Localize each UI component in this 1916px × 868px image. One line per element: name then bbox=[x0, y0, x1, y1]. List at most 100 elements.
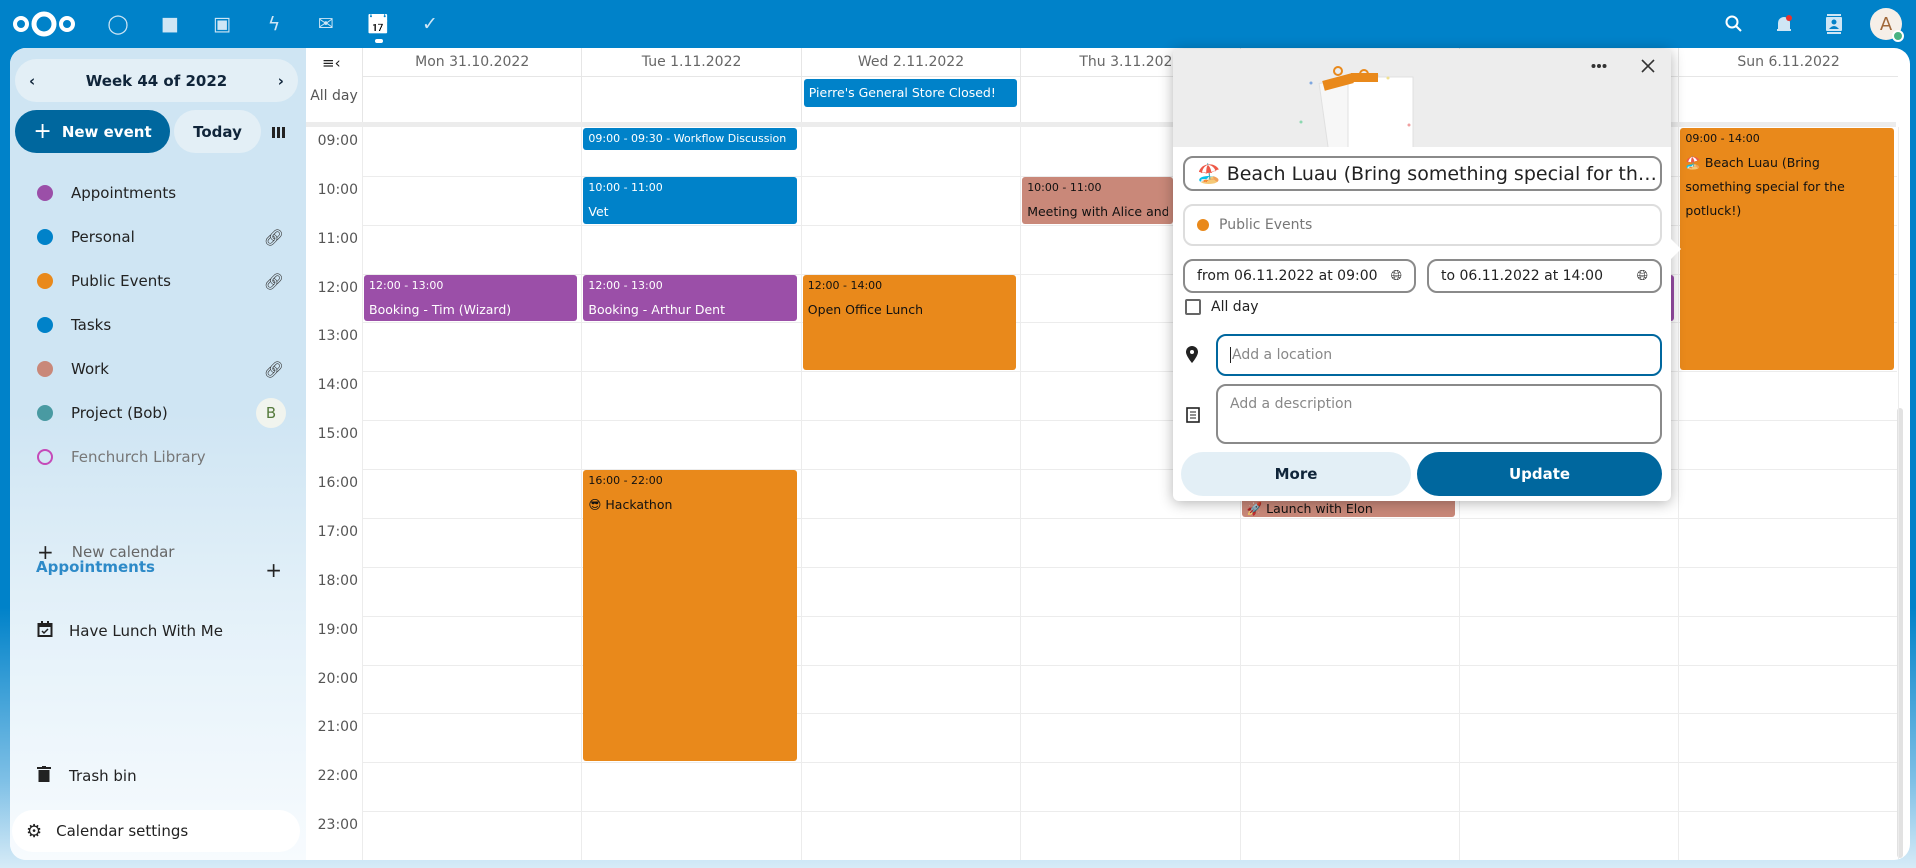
week-label[interactable]: Week 44 of 2022 bbox=[85, 71, 228, 90]
new-calendar-button[interactable]: + New calendar bbox=[26, 532, 294, 572]
calendar-event[interactable]: 10:00 - 11:00 Meeting with Alice and Bob bbox=[1022, 176, 1173, 224]
calendar-color-dot[interactable] bbox=[37, 317, 53, 333]
allday-cell[interactable] bbox=[581, 77, 800, 122]
calendar-color-dot[interactable] bbox=[37, 273, 53, 289]
vertical-scrollbar[interactable] bbox=[1897, 408, 1903, 858]
day-header[interactable]: Tue 1.11.2022 bbox=[581, 48, 801, 77]
calendar-event[interactable]: 10:00 - 11:00 Vet bbox=[583, 176, 797, 224]
calendar-item[interactable]: Appointments bbox=[26, 173, 294, 213]
description-input[interactable]: Add a description bbox=[1216, 384, 1662, 444]
location-input[interactable]: Add a location bbox=[1216, 334, 1662, 376]
app-tasks[interactable]: ✓ bbox=[404, 0, 456, 48]
day-header[interactable]: Sun 6.11.2022 bbox=[1678, 48, 1898, 77]
calendar-event[interactable]: 16:00 - 22:00 😎 Hackathon bbox=[583, 470, 797, 762]
calendar-settings-button[interactable]: ⚙ Calendar settings bbox=[12, 810, 300, 852]
calendar-item[interactable]: Project (Bob) B bbox=[26, 393, 294, 433]
share-link-icon[interactable]: 🔗︎ bbox=[263, 271, 284, 291]
nextcloud-logo[interactable] bbox=[12, 10, 76, 38]
more-button[interactable]: More bbox=[1181, 452, 1411, 496]
previous-week-button[interactable]: ‹ bbox=[29, 71, 36, 90]
end-datetime-input[interactable]: to 06.11.2022 at 14:00 🌐︎ bbox=[1427, 259, 1662, 293]
allday-cell[interactable] bbox=[362, 77, 581, 122]
calendar-color-dot[interactable] bbox=[37, 405, 53, 421]
contacts-icon[interactable] bbox=[1820, 10, 1848, 38]
add-appointment-plus-icon[interactable]: + bbox=[265, 558, 282, 582]
trash-bin-button[interactable]: Trash bin bbox=[26, 756, 294, 796]
day-column-divider bbox=[1020, 127, 1022, 860]
app-files[interactable]: ■ bbox=[144, 0, 196, 48]
shared-by-avatar: B bbox=[256, 398, 286, 428]
update-button[interactable]: Update bbox=[1417, 452, 1662, 496]
day-column-divider bbox=[1678, 127, 1680, 860]
hour-label: 12:00 bbox=[317, 279, 358, 296]
calendar-label: Public Events bbox=[71, 272, 171, 290]
globe-icon[interactable]: 🌐︎ bbox=[1390, 268, 1402, 284]
close-icon[interactable] bbox=[1641, 59, 1655, 73]
more-actions-icon[interactable] bbox=[1591, 63, 1607, 69]
calendar-color-dot[interactable] bbox=[37, 229, 53, 245]
avatar-initial: A bbox=[1879, 13, 1893, 35]
next-week-button[interactable]: › bbox=[277, 71, 284, 90]
allday-cell[interactable] bbox=[800, 77, 1020, 122]
event-title: Meeting with Alice and Bob bbox=[1027, 203, 1168, 219]
app-mail[interactable]: ✉ bbox=[300, 0, 352, 48]
share-link-icon[interactable]: 🔗︎ bbox=[263, 227, 284, 247]
calendar-item[interactable]: Tasks bbox=[26, 305, 294, 345]
allday-cell[interactable] bbox=[1020, 77, 1239, 122]
calendar-color-dot bbox=[1197, 219, 1209, 231]
event-title-input[interactable]: 🏖️ Beach Luau (Bring something special f… bbox=[1183, 156, 1662, 191]
allday-checkbox-row[interactable]: All day bbox=[1185, 299, 1259, 315]
plus-icon: + bbox=[37, 540, 54, 564]
day-header[interactable]: Thu 3.11.2022 bbox=[1020, 48, 1240, 77]
allday-event[interactable]: Pierre's General Store Closed! bbox=[803, 79, 1018, 107]
hour-line bbox=[362, 762, 1897, 764]
calendar-check-icon bbox=[37, 621, 53, 641]
calendar-event[interactable]: 12:00 - 13:00 Booking - Tim (Wizard) bbox=[364, 274, 578, 322]
share-link-icon[interactable]: 🔗︎ bbox=[263, 359, 284, 379]
app-dashboard[interactable]: ◯ bbox=[92, 0, 144, 48]
new-event-button[interactable]: + New event bbox=[15, 110, 170, 153]
event-illustration bbox=[1173, 49, 1671, 147]
day-header[interactable]: Mon 31.10.2022 bbox=[362, 48, 582, 77]
calendar-item[interactable]: Public Events 🔗︎ bbox=[26, 261, 294, 301]
start-datetime-input[interactable]: from 06.11.2022 at 09:00 🌐︎ bbox=[1183, 259, 1416, 293]
calendar-color-dot[interactable] bbox=[37, 361, 53, 377]
event-time: 12:00 - 13:00 bbox=[588, 278, 663, 292]
collapse-sidebar-icon[interactable]: ≡‹ bbox=[322, 54, 341, 72]
event-title: Open Office Lunch bbox=[807, 301, 924, 317]
day-header[interactable]: Wed 2.11.2022 bbox=[800, 48, 1021, 77]
new-event-label: New event bbox=[61, 122, 152, 141]
view-week-icon[interactable] bbox=[266, 120, 290, 144]
app-activity[interactable]: ϟ bbox=[248, 0, 300, 48]
notifications-bell-icon[interactable] bbox=[1770, 10, 1798, 38]
hour-line bbox=[362, 322, 1897, 324]
calendar-item[interactable]: Personal 🔗︎ bbox=[26, 217, 294, 257]
globe-icon[interactable]: 🌐︎ bbox=[1636, 268, 1648, 284]
calendar-event[interactable]: 09:00 - 14:00 🏖️ Beach Luau (Bring someth… bbox=[1680, 128, 1894, 371]
app-photos[interactable]: ▣ bbox=[196, 0, 248, 48]
calendar-picker[interactable]: Public Events bbox=[1183, 204, 1662, 246]
today-button[interactable]: Today bbox=[174, 110, 261, 153]
calendar-color-dot[interactable] bbox=[37, 449, 53, 465]
app-calendar[interactable]: 📅 bbox=[352, 0, 404, 48]
hour-line bbox=[362, 371, 1897, 373]
allday-checkbox[interactable] bbox=[1185, 299, 1201, 315]
allday-separator bbox=[306, 122, 1896, 127]
user-avatar[interactable]: A bbox=[1870, 8, 1904, 42]
calendar-item[interactable]: Fenchurch Library bbox=[26, 437, 294, 477]
hour-label: 13:00 bbox=[317, 328, 358, 345]
appointment-item[interactable]: Have Lunch With Me bbox=[26, 611, 294, 651]
calendar-event[interactable]: 12:00 - 14:00 Open Office Lunch bbox=[802, 274, 1017, 371]
calendar-label: Personal bbox=[71, 228, 135, 246]
hour-label: 11:00 bbox=[317, 230, 358, 247]
calendar-event[interactable]: 09:00 - 09:30 - Workflow Discussion bbox=[583, 128, 797, 151]
calendar-color-dot[interactable] bbox=[37, 185, 53, 201]
calendar-label: Fenchurch Library bbox=[71, 448, 206, 466]
calendar-item[interactable]: Work 🔗︎ bbox=[26, 349, 294, 389]
search-icon[interactable] bbox=[1720, 10, 1748, 38]
hour-label: 15:00 bbox=[317, 426, 358, 443]
calendar-event[interactable]: 12:00 - 13:00 Booking - Arthur Dent bbox=[583, 274, 797, 322]
description-icon bbox=[1186, 407, 1200, 427]
hour-line bbox=[362, 175, 1897, 177]
allday-cell[interactable] bbox=[1678, 77, 1897, 122]
